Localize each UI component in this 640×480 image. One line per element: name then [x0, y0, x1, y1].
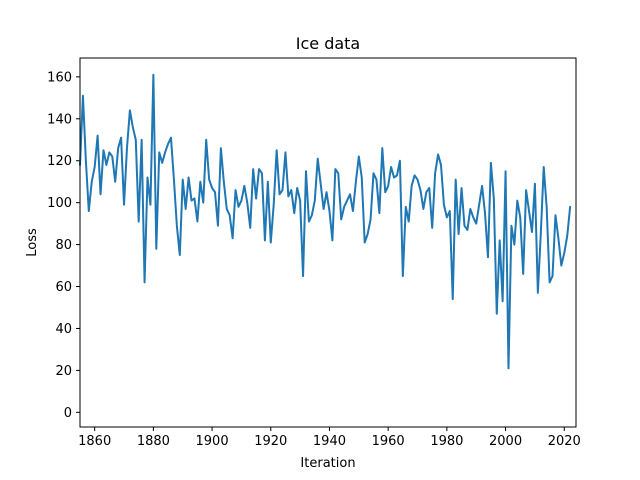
y-tick-label: 40 — [55, 322, 72, 337]
x-axis-label: Iteration — [300, 456, 355, 471]
x-tick-label: 1900 — [196, 434, 229, 449]
chart-title: Ice data — [296, 34, 360, 53]
x-tick-label: 2020 — [548, 434, 581, 449]
y-tick-label: 160 — [47, 70, 72, 85]
y-tick-label: 60 — [55, 280, 72, 295]
x-tick-label: 1860 — [78, 434, 111, 449]
x-tick-label: 2000 — [489, 434, 522, 449]
x-tick-label: 1980 — [430, 434, 463, 449]
y-tick-label: 100 — [47, 196, 72, 211]
x-tick-label: 1940 — [313, 434, 346, 449]
series-line — [79, 73, 572, 370]
x-axis-ticks: 1860 1880 1900 1920 1940 1960 1980 2000 2020 — [78, 427, 581, 449]
y-tick-label: 120 — [47, 154, 72, 169]
y-tick-label: 20 — [55, 364, 72, 379]
y-axis-label: Loss — [25, 228, 40, 257]
x-tick-label: 1920 — [254, 434, 287, 449]
y-tick-label: 0 — [64, 406, 72, 421]
x-tick-label: 1880 — [137, 434, 170, 449]
x-tick-label: 1960 — [372, 434, 405, 449]
y-tick-label: 80 — [55, 238, 72, 253]
y-tick-label: 140 — [47, 112, 72, 127]
plot-frame — [79, 57, 577, 428]
y-axis-ticks: 0 20 40 60 80 100 120 140 160 — [47, 70, 80, 421]
